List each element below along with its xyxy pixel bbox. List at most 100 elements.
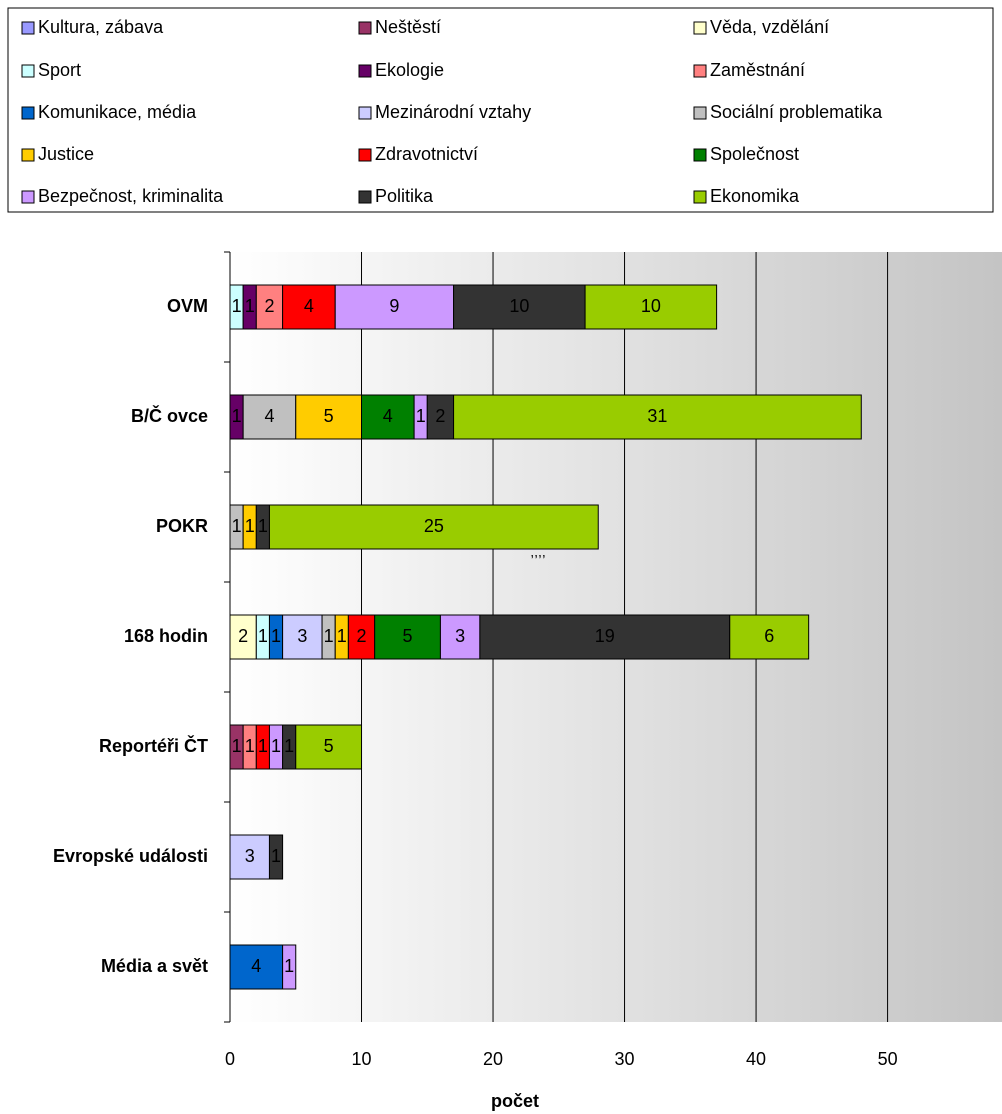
data-label: 19	[595, 626, 615, 646]
category-label: Média a svět	[101, 956, 208, 976]
bar-segment	[229, 834, 270, 880]
data-label: 1	[337, 626, 347, 646]
bar-segment	[374, 614, 441, 660]
bar-segment	[282, 284, 336, 330]
data-label: 1	[245, 516, 255, 536]
legend-swatch	[358, 190, 372, 204]
bar-segment	[229, 614, 257, 660]
data-label: 10	[641, 296, 661, 316]
legend-swatch	[693, 148, 707, 162]
legend-swatch	[693, 64, 707, 78]
bar-segment	[268, 834, 284, 880]
data-label: 1	[258, 516, 268, 536]
legend-label: Zdravotnictví	[375, 144, 478, 164]
data-label: 1	[416, 406, 426, 426]
legend-swatch	[21, 148, 35, 162]
x-tick-label: 30	[615, 1049, 635, 1069]
data-label: 10	[509, 296, 529, 316]
legend-label: Ekonomika	[710, 186, 800, 206]
legend-label: Komunikace, média	[38, 102, 197, 122]
legend-box	[7, 7, 994, 213]
data-label: 5	[324, 736, 334, 756]
bar-segment	[361, 394, 415, 440]
bar-segment	[426, 394, 455, 440]
legend-label: Justice	[38, 144, 94, 164]
legend-swatch	[21, 64, 35, 78]
data-label: 1	[271, 846, 281, 866]
legend-label: Mezinárodní vztahy	[375, 102, 531, 122]
x-tick-label: 20	[483, 1049, 503, 1069]
legend-label: Kultura, zábava	[38, 17, 164, 37]
data-label: 31	[647, 406, 667, 426]
bar-segment	[242, 394, 297, 440]
data-label: 3	[297, 626, 307, 646]
bar-segment	[584, 284, 718, 330]
data-label: 4	[304, 296, 314, 316]
category-label: B/Č ovce	[131, 405, 208, 426]
data-label: 25	[424, 516, 444, 536]
data-label: 2	[435, 406, 445, 426]
data-label: 1	[324, 626, 334, 646]
data-label: 1	[271, 736, 281, 756]
data-label: 4	[383, 406, 393, 426]
data-label: 2	[357, 626, 367, 646]
bar-segment	[334, 284, 455, 330]
legend-swatch	[358, 148, 372, 162]
category-label: Evropské události	[53, 846, 208, 866]
category-label: 168 hodin	[124, 626, 208, 646]
legend-label: Ekologie	[375, 60, 444, 80]
data-label: 5	[324, 406, 334, 426]
bar-segment	[282, 614, 323, 660]
data-label: 1	[232, 736, 242, 756]
legend-swatch	[358, 106, 372, 120]
bar-segment	[295, 724, 363, 770]
category-label: Reportéři ČT	[99, 735, 208, 756]
data-label: 4	[251, 956, 261, 976]
legend-label: Bezpečnost, kriminalita	[38, 186, 224, 206]
data-label: 1	[232, 296, 242, 316]
legend-label: Sociální problematika	[710, 102, 883, 122]
category-label: POKR	[156, 516, 208, 536]
legend-label: Neštěstí	[375, 17, 441, 37]
legend-label: Zaměstnání	[710, 60, 805, 80]
x-tick-label: 10	[352, 1049, 372, 1069]
bar-segment	[229, 944, 284, 990]
legend-label: Společnost	[710, 144, 799, 164]
legend-label: Politika	[375, 186, 434, 206]
data-label: 3	[455, 626, 465, 646]
legend-swatch	[358, 21, 372, 35]
legend-swatch	[693, 21, 707, 35]
data-label: 5	[403, 626, 413, 646]
data-label: 2	[264, 296, 274, 316]
legend-label: Věda, vzdělání	[710, 17, 829, 37]
x-axis-label: počet	[491, 1091, 539, 1111]
data-label: 6	[764, 626, 774, 646]
data-label: 1	[245, 736, 255, 756]
data-label: 2	[238, 626, 248, 646]
data-label: 1	[258, 626, 268, 646]
legend-swatch	[358, 64, 372, 78]
data-label: 1	[271, 626, 281, 646]
data-label: 3	[245, 846, 255, 866]
x-tick-label: 0	[225, 1049, 235, 1069]
data-label: 1	[232, 516, 242, 536]
bar-segment	[282, 944, 297, 990]
legend-swatch	[21, 106, 35, 120]
bar-segment	[453, 394, 862, 440]
legend-swatch	[21, 190, 35, 204]
data-label: 1	[232, 406, 242, 426]
data-label: 1	[245, 296, 255, 316]
category-label: OVM	[167, 296, 208, 316]
data-label: 1	[284, 956, 294, 976]
legend-swatch	[21, 21, 35, 35]
data-label: 9	[389, 296, 399, 316]
x-tick-label: 50	[878, 1049, 898, 1069]
data-label: 1	[284, 736, 294, 756]
data-label: 4	[264, 406, 274, 426]
bar-segment	[255, 284, 284, 330]
legend-label: Sport	[38, 60, 81, 80]
bar-segment	[439, 614, 481, 660]
legend-swatch	[693, 190, 707, 204]
data-label: 1	[258, 736, 268, 756]
